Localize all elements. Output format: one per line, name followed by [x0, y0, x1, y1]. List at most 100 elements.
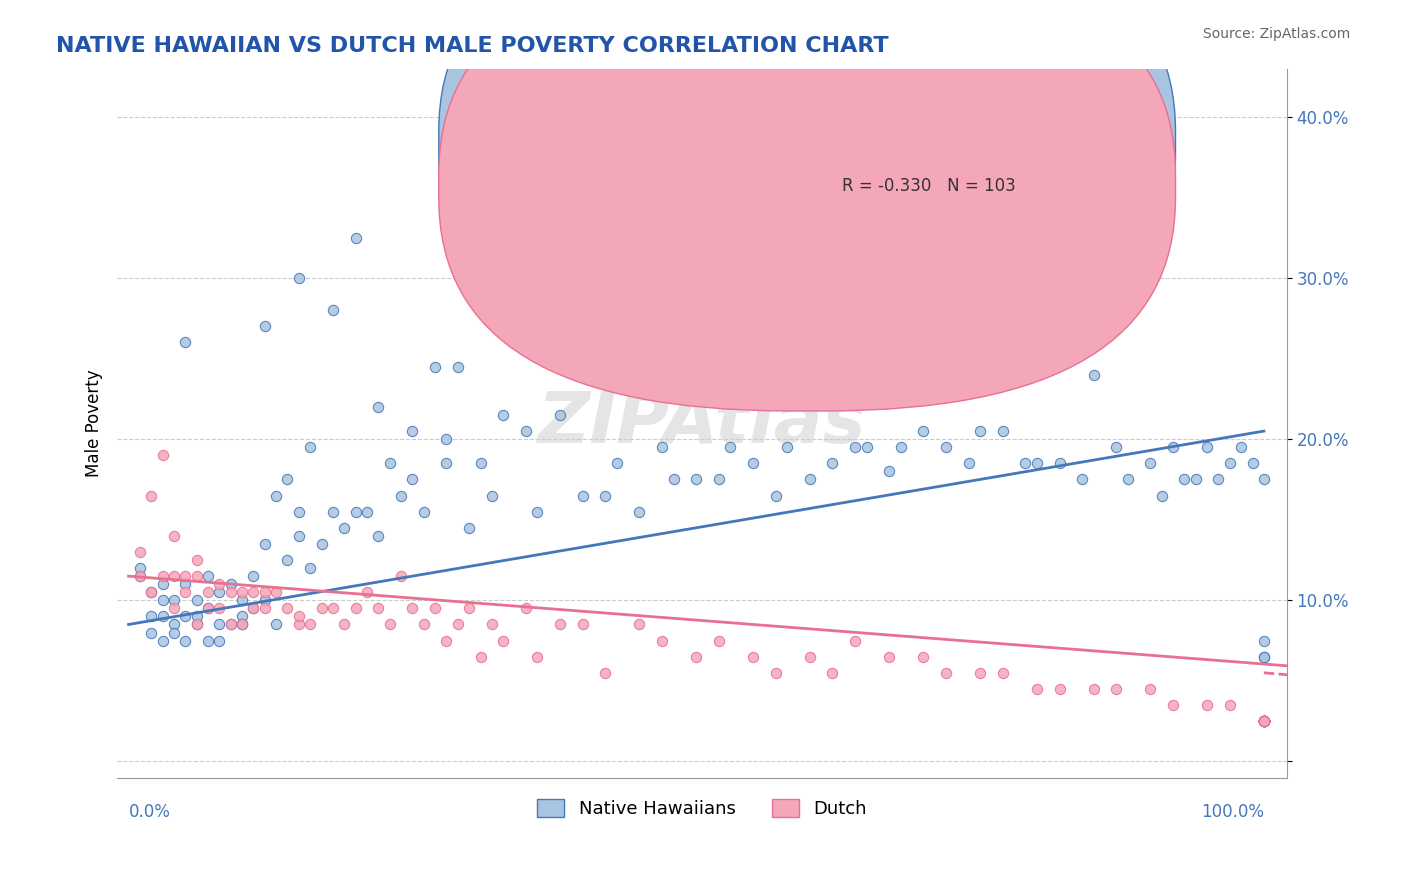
Point	[1083, 681, 1105, 696]
Point	[1253, 714, 1275, 728]
Point	[141, 489, 163, 503]
Point	[378, 456, 401, 470]
Point	[186, 593, 208, 607]
Point	[152, 577, 174, 591]
Point	[1253, 714, 1275, 728]
Point	[163, 617, 186, 632]
Point	[1253, 714, 1275, 728]
Point	[628, 617, 651, 632]
Point	[447, 617, 470, 632]
Point	[141, 585, 163, 599]
Point	[231, 585, 253, 599]
Point	[152, 593, 174, 607]
Point	[378, 617, 401, 632]
Point	[288, 609, 311, 624]
Point	[957, 456, 980, 470]
Point	[174, 609, 197, 624]
Point	[991, 424, 1014, 438]
Point	[844, 633, 866, 648]
Point	[333, 617, 356, 632]
Point	[1253, 714, 1275, 728]
Point	[707, 633, 730, 648]
Point	[311, 601, 333, 615]
Point	[333, 521, 356, 535]
Point	[1219, 698, 1241, 712]
Point	[197, 569, 219, 583]
Point	[935, 665, 957, 680]
Point	[152, 609, 174, 624]
Point	[367, 601, 389, 615]
Point	[1184, 472, 1206, 486]
Point	[1253, 714, 1275, 728]
Text: NATIVE HAWAIIAN VS DUTCH MALE POVERTY CORRELATION CHART: NATIVE HAWAIIAN VS DUTCH MALE POVERTY CO…	[56, 36, 889, 55]
Text: 100.0%: 100.0%	[1201, 803, 1264, 821]
Point	[1253, 714, 1275, 728]
Point	[231, 593, 253, 607]
Point	[651, 633, 673, 648]
Point	[1219, 456, 1241, 470]
Point	[912, 424, 935, 438]
Point	[152, 448, 174, 462]
Point	[253, 319, 276, 334]
Point	[935, 440, 957, 454]
Point	[231, 609, 253, 624]
Point	[186, 617, 208, 632]
Point	[1253, 649, 1275, 664]
Point	[1253, 714, 1275, 728]
Point	[299, 561, 322, 575]
Point	[765, 489, 787, 503]
Point	[1253, 714, 1275, 728]
Point	[128, 561, 150, 575]
Point	[163, 569, 186, 583]
Point	[855, 440, 877, 454]
Point	[412, 617, 434, 632]
Point	[685, 472, 707, 486]
Point	[595, 489, 617, 503]
Point	[423, 601, 446, 615]
Point	[821, 456, 844, 470]
Point	[219, 617, 242, 632]
Text: ZIPAtlas: ZIPAtlas	[537, 389, 866, 458]
Point	[423, 359, 446, 374]
Point	[1105, 440, 1128, 454]
Point	[685, 649, 707, 664]
Point	[526, 649, 548, 664]
Point	[163, 529, 186, 543]
Point	[231, 617, 253, 632]
Point	[969, 424, 991, 438]
Point	[163, 625, 186, 640]
Point	[208, 577, 231, 591]
Point	[1253, 714, 1275, 728]
Point	[1253, 649, 1275, 664]
Point	[1116, 472, 1139, 486]
Point	[311, 537, 333, 551]
Point	[707, 472, 730, 486]
Point	[401, 424, 423, 438]
Point	[253, 601, 276, 615]
Point	[197, 585, 219, 599]
Point	[821, 665, 844, 680]
Point	[718, 440, 741, 454]
Point	[969, 665, 991, 680]
Y-axis label: Male Poverty: Male Poverty	[86, 369, 103, 477]
Point	[128, 545, 150, 559]
Point	[1083, 368, 1105, 382]
Point	[1197, 440, 1219, 454]
Point	[299, 617, 322, 632]
Point	[231, 617, 253, 632]
FancyBboxPatch shape	[439, 0, 1175, 411]
Point	[174, 633, 197, 648]
Point	[1253, 714, 1275, 728]
Point	[1253, 472, 1275, 486]
Point	[991, 665, 1014, 680]
Point	[197, 601, 219, 615]
Point	[1071, 472, 1094, 486]
Point	[174, 577, 197, 591]
Point	[174, 585, 197, 599]
Point	[481, 617, 503, 632]
Point	[1253, 714, 1275, 728]
Point	[389, 489, 412, 503]
Point	[458, 521, 481, 535]
Point	[141, 625, 163, 640]
Point	[288, 505, 311, 519]
